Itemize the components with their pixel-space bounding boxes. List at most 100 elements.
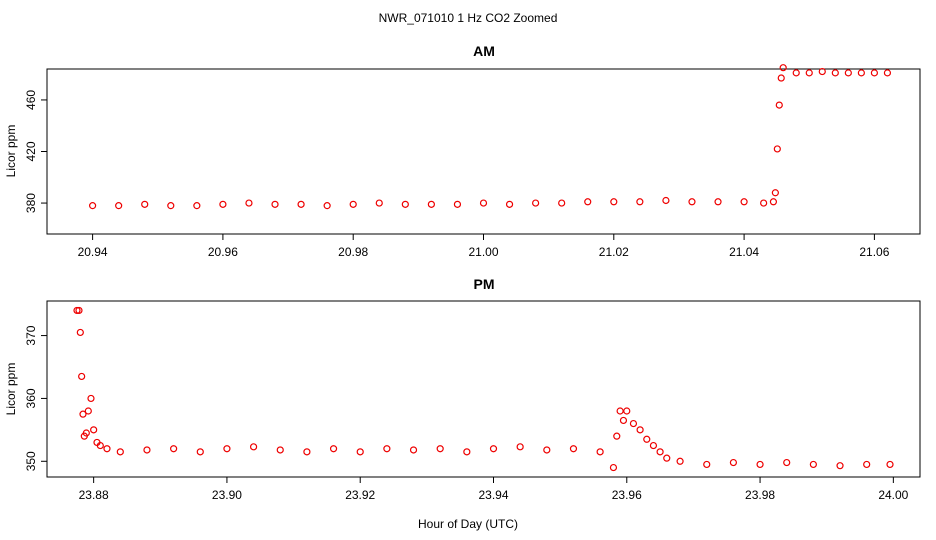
am-panel-title: AM	[473, 43, 495, 59]
am-data-point	[271, 200, 279, 208]
am-data-point	[688, 198, 696, 206]
am-data-point	[115, 202, 123, 210]
pm-data-point	[613, 432, 621, 440]
pm-data-point	[663, 454, 671, 462]
pm-data-point	[96, 441, 104, 450]
am-data-point	[844, 69, 852, 77]
pm-points	[73, 306, 894, 472]
pm-x-tick-label: 23.88	[79, 488, 109, 502]
pm-data-point	[656, 448, 664, 456]
pm-data-point	[836, 462, 844, 470]
am-data-point	[505, 200, 514, 208]
pm-data-point	[249, 443, 258, 451]
am-data-point	[714, 198, 722, 206]
pm-data-point	[116, 448, 124, 456]
am-data-point	[375, 199, 383, 207]
pm-data-point	[619, 416, 628, 425]
pm-data-point	[676, 457, 684, 465]
pm-x-ticks: 23.88 23.90 23.92 23.94 23.96 23.98 24.00	[79, 477, 909, 502]
am-data-point	[779, 64, 787, 72]
pm-x-tick-label: 23.96	[612, 488, 642, 502]
am-y-ticks: 380 420 460	[24, 90, 47, 213]
am-data-point	[479, 199, 488, 207]
am-data-point	[771, 189, 779, 197]
am-data-point	[584, 198, 592, 206]
am-data-point	[297, 200, 305, 208]
am-data-point	[883, 69, 892, 77]
am-data-point	[532, 199, 540, 207]
pm-data-point	[516, 443, 524, 451]
pm-y-tick-label: 350	[24, 451, 38, 471]
am-data-point	[141, 200, 149, 208]
am-y-tick-label: 460	[24, 90, 38, 110]
am-y-tick-label: 380	[24, 193, 38, 213]
am-x-tick-label: 21.06	[859, 245, 889, 259]
pm-panel: PM 23.88 23.90 23.92 23.94 23.96 23.98 24.00 3…	[4, 276, 921, 502]
pm-data-point	[79, 410, 87, 418]
pm-data-point	[649, 441, 658, 450]
pm-data-point	[409, 446, 418, 454]
am-data-point	[662, 196, 670, 205]
pm-data-point	[783, 458, 791, 467]
am-data-point	[818, 67, 826, 76]
am-x-tick-label: 20.96	[208, 245, 238, 259]
am-data-point	[777, 74, 785, 82]
pm-data-point	[609, 463, 618, 472]
pm-data-point	[329, 445, 338, 453]
pm-x-tick-label: 23.94	[478, 488, 508, 502]
am-x-tick-label: 21.02	[599, 245, 629, 259]
pm-data-point	[84, 407, 92, 415]
pm-data-point	[356, 448, 364, 456]
pm-x-tick-label: 23.98	[745, 488, 775, 502]
pm-data-point	[75, 306, 83, 315]
pm-data-point	[303, 448, 311, 456]
am-data-point	[769, 198, 778, 206]
pm-x-tick-label: 23.92	[345, 488, 375, 502]
am-data-point	[792, 69, 800, 77]
pm-data-point	[463, 448, 471, 456]
am-data-point	[167, 202, 175, 210]
am-x-tick-label: 20.98	[338, 245, 368, 259]
am-plot-frame	[46, 68, 921, 235]
pm-data-point	[383, 445, 391, 453]
figure-title: NWR_071010 1 Hz CO2 Zoomed	[379, 11, 558, 25]
pm-data-point	[629, 419, 638, 428]
am-data-point	[805, 69, 813, 77]
pm-data-point	[170, 445, 178, 453]
pm-y-tick-label: 370	[24, 325, 38, 345]
am-x-tick-label: 20.94	[78, 245, 108, 259]
pm-data-point	[863, 460, 871, 469]
am-data-point	[89, 202, 97, 210]
pm-data-point	[596, 448, 604, 456]
am-data-point	[870, 69, 878, 77]
pm-data-point	[143, 446, 151, 454]
pm-data-point	[78, 372, 86, 381]
pm-data-point	[809, 460, 817, 469]
pm-data-point	[703, 460, 711, 469]
pm-x-tick-label: 23.90	[212, 488, 242, 502]
pm-data-point	[489, 445, 498, 453]
x-axis-label: Hour of Day (UTC)	[418, 517, 518, 531]
pm-data-point	[616, 407, 624, 415]
am-data-point	[193, 202, 201, 210]
pm-data-point	[82, 429, 90, 437]
pm-data-point	[636, 426, 644, 434]
am-data-point	[349, 200, 357, 208]
pm-data-point	[73, 306, 81, 315]
am-data-point	[857, 69, 865, 77]
pm-plot-frame	[46, 300, 921, 478]
pm-data-point	[729, 458, 738, 467]
am-data-point	[401, 200, 409, 208]
pm-data-point	[76, 328, 84, 337]
am-x-tick-label: 21.04	[729, 245, 759, 259]
pm-data-point	[569, 445, 578, 453]
pm-x-tick-label: 24.00	[878, 488, 908, 502]
am-x-ticks: 20.94 20.96 20.98 21.00 21.02 21.04 21.06	[78, 234, 890, 259]
am-data-point	[773, 145, 781, 153]
am-panel: AM 20.94 20.96 20.98 21.00 21.02 21.04 21.06 3…	[4, 43, 921, 259]
am-data-point	[558, 199, 566, 207]
pm-data-point	[276, 446, 284, 454]
pm-data-point	[90, 426, 98, 434]
pm-data-point	[87, 394, 95, 403]
